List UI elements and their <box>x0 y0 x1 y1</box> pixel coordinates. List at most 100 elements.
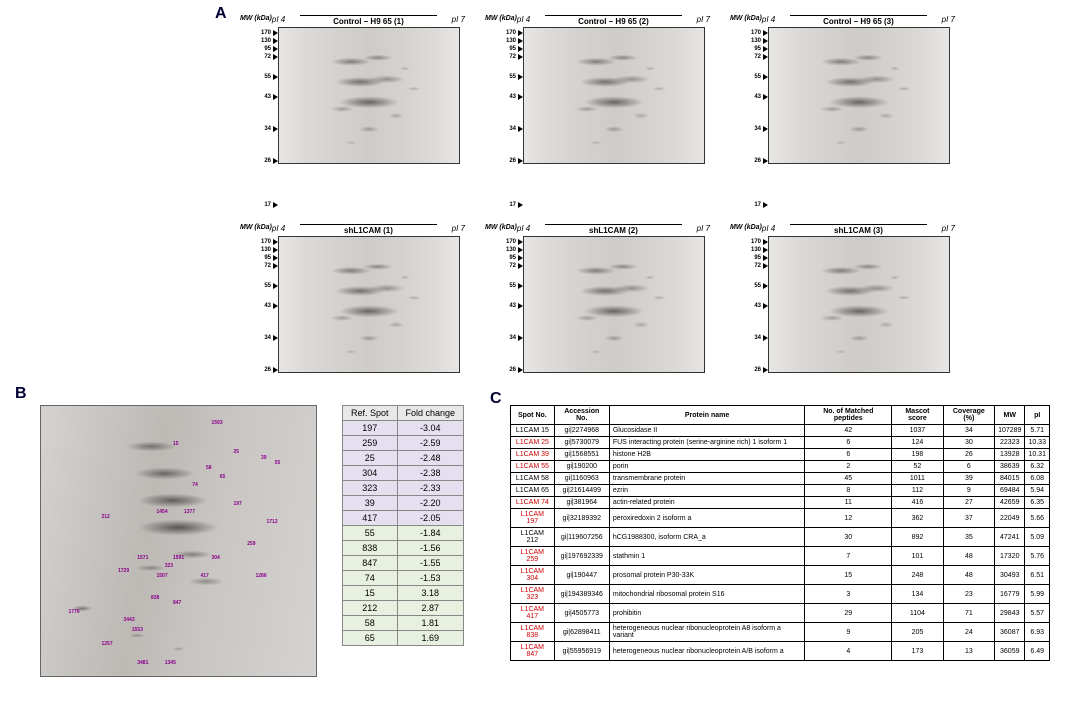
cell-spot: L1CAM 323 <box>511 585 555 604</box>
cell-pi: 5.76 <box>1025 547 1050 566</box>
table-row: L1CAM 417 gi|4505773 prohibitin 29 1104 … <box>511 604 1050 623</box>
fold-change: -1.56 <box>397 541 464 556</box>
dt-header: Protein name <box>609 406 804 425</box>
cell-acc: gi|190200 <box>554 461 609 473</box>
cell-name: stathmin 1 <box>609 547 804 566</box>
cell-score: 1011 <box>892 473 943 485</box>
table-row: L1CAM 838 gi|62898411 heterogeneous nucl… <box>511 623 1050 642</box>
fold-row: 39-2.20 <box>343 496 464 511</box>
mw-marker: 55 <box>730 282 768 290</box>
cell-pep: 45 <box>805 473 892 485</box>
mw-marker: 43 <box>240 302 278 310</box>
fold-spot: 212 <box>343 601 398 616</box>
fold-row: 417-2.05 <box>343 511 464 526</box>
gel-panel: MW (kDa) pI 4 shL1CAM (2) pI 7 170130957… <box>485 224 710 418</box>
cell-mw: 47241 <box>995 528 1025 547</box>
cell-score: 198 <box>892 449 943 461</box>
mw-marker: 43 <box>730 93 768 101</box>
fold-row: 304-2.38 <box>343 466 464 481</box>
gel-image <box>523 27 705 164</box>
mw-marker: 34 <box>240 125 278 133</box>
spot-label: 847 <box>173 600 181 606</box>
fold-spot: 417 <box>343 511 398 526</box>
fold-change: 1.69 <box>397 631 464 646</box>
fold-spot: 74 <box>343 571 398 586</box>
mw-marker: 34 <box>485 334 523 342</box>
mw-marker: 95 <box>730 45 768 53</box>
pi-left: pI 4 <box>272 15 285 26</box>
fold-spot: 58 <box>343 616 398 631</box>
fold-spot: 323 <box>343 481 398 496</box>
cell-acc: gi|2274968 <box>554 425 609 437</box>
cell-cov: 24 <box>943 623 994 642</box>
mw-marker: 43 <box>485 93 523 101</box>
gel-panel: MW (kDa) pI 4 Control – H9 65 (3) pI 7 1… <box>730 15 955 209</box>
table-row: L1CAM 25 gi|5730079 FUS interacting prot… <box>511 437 1050 449</box>
fold-change: -2.20 <box>397 496 464 511</box>
gel-title: Control – H9 65 (1) <box>300 15 436 26</box>
cell-pep: 42 <box>805 425 892 437</box>
table-row: L1CAM 55 gi|190200 porin 2 52 6 38639 6.… <box>511 461 1050 473</box>
cell-cov: 30 <box>943 437 994 449</box>
fold-header-spot: Ref. Spot <box>343 406 398 421</box>
panel-c-label: C <box>490 390 502 408</box>
mw-marker: 55 <box>485 282 523 290</box>
fold-spot: 838 <box>343 541 398 556</box>
fold-spot: 304 <box>343 466 398 481</box>
mw-marker: 26 <box>485 366 523 374</box>
mw-marker: 55 <box>240 282 278 290</box>
mw-marker: 170 <box>240 29 278 37</box>
mw-marker: 95 <box>240 254 278 262</box>
spot-label: 1776 <box>69 609 80 615</box>
cell-score: 205 <box>892 623 943 642</box>
mw-marker: 26 <box>730 157 768 165</box>
cell-mw: 36059 <box>995 642 1025 661</box>
spot-label: 417 <box>201 573 209 579</box>
cell-score: 362 <box>892 509 943 528</box>
cell-cov: 6 <box>943 461 994 473</box>
mw-marker: 72 <box>730 53 768 61</box>
spot-label: 65 <box>220 474 226 480</box>
cell-pi: 5.94 <box>1025 485 1050 497</box>
spot-label: 55 <box>275 460 281 466</box>
fold-change: 3.18 <box>397 586 464 601</box>
table-row: L1CAM 15 gi|2274968 Glucosidase II 42 10… <box>511 425 1050 437</box>
mw-marker: 130 <box>730 246 768 254</box>
cell-name: FUS interacting protein (serine-arginine… <box>609 437 804 449</box>
mw-marker: 26 <box>730 366 768 374</box>
spot-label: 3481 <box>137 660 148 666</box>
cell-pep: 6 <box>805 437 892 449</box>
dt-header: Mascot score <box>892 406 943 425</box>
mw-marker: 95 <box>240 45 278 53</box>
gel-row-control: MW (kDa) pI 4 Control – H9 65 (1) pI 7 1… <box>240 15 1000 209</box>
pi-right: pI 7 <box>452 224 465 235</box>
spot-label: 74 <box>192 482 198 488</box>
fold-change: 2.87 <box>397 601 464 616</box>
spot-label: 1507 <box>157 573 168 579</box>
cell-score: 892 <box>892 528 943 547</box>
cell-cov: 34 <box>943 425 994 437</box>
mw-marker: 34 <box>240 334 278 342</box>
mw-marker: 130 <box>485 37 523 45</box>
table-row: L1CAM 197 gi|32189392 peroxiredoxin 2 is… <box>511 509 1050 528</box>
cell-pi: 6.32 <box>1025 461 1050 473</box>
gel-panel: MW (kDa) pI 4 Control – H9 65 (2) pI 7 1… <box>485 15 710 209</box>
cell-mw: 30493 <box>995 566 1025 585</box>
cell-mw: 36087 <box>995 623 1025 642</box>
cell-pi: 6.08 <box>1025 473 1050 485</box>
panel-c: Spot No.Accession No.Protein nameNo. of … <box>510 405 1050 661</box>
dt-header: Spot No. <box>511 406 555 425</box>
gel-image <box>768 236 950 373</box>
mw-marker: 170 <box>240 238 278 246</box>
cell-pi: 10.31 <box>1025 449 1050 461</box>
spot-label: 1377 <box>184 509 195 515</box>
fold-change: 1.81 <box>397 616 464 631</box>
cell-pep: 7 <box>805 547 892 566</box>
pi-left: pI 4 <box>517 15 530 26</box>
cell-score: 416 <box>892 497 943 509</box>
fold-row: 651.69 <box>343 631 464 646</box>
fold-change: -2.05 <box>397 511 464 526</box>
cell-spot: L1CAM 55 <box>511 461 555 473</box>
mw-header: MW (kDa) <box>240 15 272 26</box>
fold-change-table: Ref. Spot Fold change 197-3.04259-2.5925… <box>342 405 464 646</box>
